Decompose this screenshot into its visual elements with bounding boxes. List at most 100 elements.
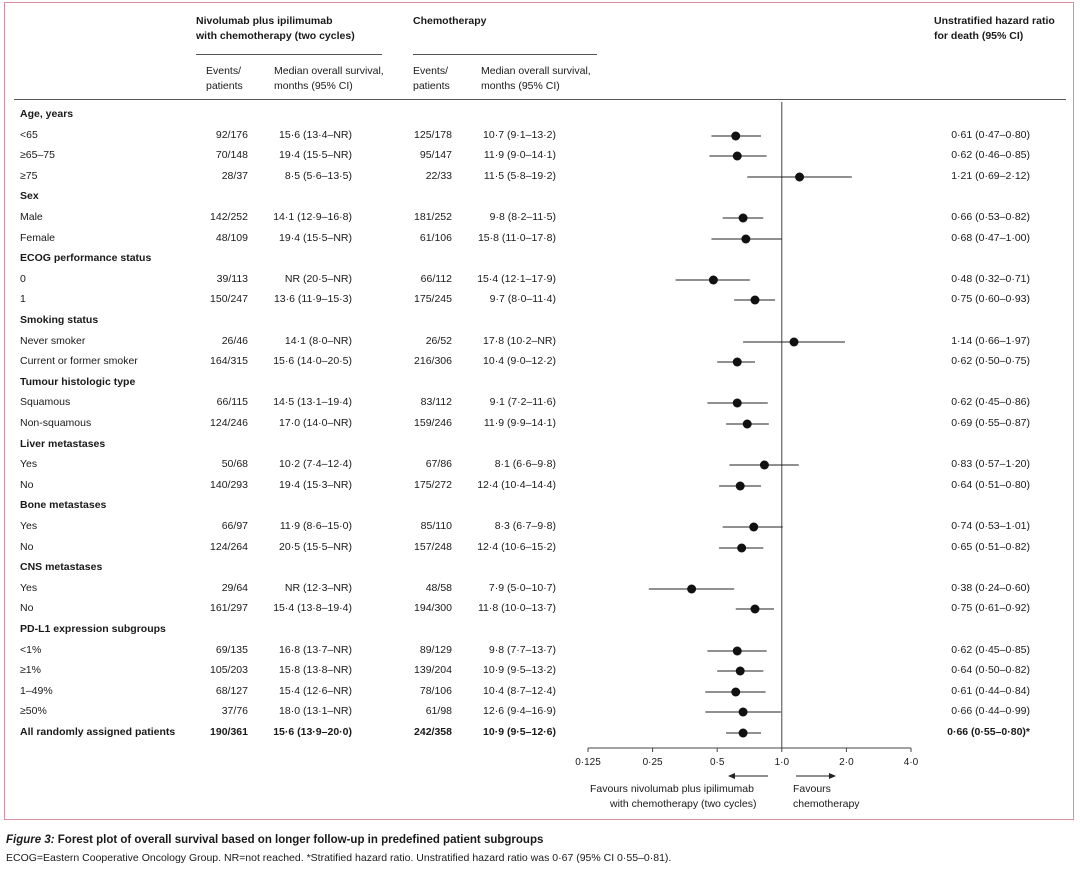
subgroup-label: No [20, 541, 34, 553]
events-nivo-ipi: 69/135 [215, 644, 248, 656]
events-nivo-ipi: 161/297 [210, 602, 248, 614]
median-os-nivo-ipi: 16·8 (13·7–NR) [279, 644, 352, 656]
events-nivo-ipi: 105/203 [210, 664, 248, 676]
median-os-nivo-ipi: 15·6 (13·9–20·0) [273, 726, 352, 738]
events-chemo: 78/106 [419, 685, 452, 697]
median-os-chemo: 9·8 (8·2–11·5) [489, 211, 556, 223]
median-os-nivo-ipi: 10·2 (7·4–12·4) [279, 458, 352, 470]
median-os-nivo-ipi: 17·0 (14·0–NR) [279, 417, 352, 429]
subgroup-label: 1 [20, 293, 26, 305]
events-nivo-ipi: 37/76 [221, 705, 248, 717]
median-os-chemo: 11·9 (9·0–14·1) [483, 149, 556, 161]
events-nivo-ipi: 28/37 [221, 170, 248, 182]
events-nivo-ipi: 92/176 [215, 129, 248, 141]
median-os-nivo-ipi: 14·1 (12·9–16·8) [273, 211, 352, 223]
hazard-ratio-text: 1·14 (0·66–1·97) [951, 335, 1030, 347]
median-os-nivo-ipi: 14·1 (8·0–NR) [284, 335, 352, 347]
median-os-nivo-ipi: 13·6 (11·9–15·3) [273, 293, 352, 305]
hazard-ratio-text: 0·62 (0·46–0·85) [951, 149, 1030, 161]
median-header-1: Median overall survival, [274, 65, 384, 77]
header-rule [14, 99, 1066, 100]
figure-footnote: ECOG=Eastern Cooperative Oncology Group.… [6, 852, 672, 864]
median-os-nivo-ipi: 14·5 (13·1–19·4) [273, 396, 352, 408]
events-nivo-ipi: 142/252 [210, 211, 248, 223]
events-chemo: 157/248 [414, 541, 452, 553]
hazard-ratio-text: 0·66 (0·53–0·82) [951, 211, 1030, 223]
group2-underline [413, 54, 597, 55]
events-chemo: 194/300 [414, 602, 452, 614]
subgroup-label: ≥75 [20, 170, 38, 182]
median-os-chemo: 10·7 (9·1–13·2) [483, 129, 556, 141]
subgroup-label: Never smoker [20, 335, 86, 347]
median-os-nivo-ipi: 15·6 (13·4–NR) [279, 129, 352, 141]
events-nivo-ipi: 26/46 [221, 335, 248, 347]
events-chemo: 159/246 [414, 417, 452, 429]
events-nivo-ipi: 48/109 [215, 232, 248, 244]
hr-header-line2: for death (95% CI) [934, 30, 1024, 42]
subgroup-label: 0 [20, 273, 26, 285]
events-nivo-ipi: 124/264 [210, 541, 248, 553]
median-os-chemo: 12·4 (10·4–14·4) [477, 479, 556, 491]
subgroup-label: ≥50% [20, 705, 47, 717]
subgroup-label: All randomly assigned patients [20, 726, 176, 738]
median-os-chemo: 11·8 (10·0–13·7) [477, 602, 556, 614]
favour-left-label-line2: with chemotherapy (two cycles) [610, 798, 757, 810]
figure-caption: Figure 3: Forest plot of overall surviva… [6, 834, 543, 846]
median-os-nivo-ipi: NR (12·3–NR) [284, 582, 352, 594]
median-os-chemo: 9·1 (7·2–11·6) [489, 396, 556, 408]
events-nivo-ipi: 50/68 [221, 458, 248, 470]
subgroup-label: ≥1% [20, 664, 41, 676]
subgroup-category: Liver metastases [20, 438, 106, 450]
subgroup-category: CNS metastases [20, 561, 103, 573]
median-os-nivo-ipi: 15·6 (14·0–20·5) [273, 355, 352, 367]
median-os-nivo-ipi: 19·4 (15·5–NR) [279, 232, 352, 244]
subgroup-label: <65 [20, 129, 38, 141]
subgroup-label: <1% [20, 644, 42, 656]
median-os-nivo-ipi: 20·5 (15·5–NR) [279, 541, 352, 553]
events-chemo: 175/272 [414, 479, 452, 491]
hazard-ratio-text: 0·62 (0·45–0·85) [951, 644, 1030, 656]
hazard-ratio-text: 0·64 (0·50–0·82) [951, 664, 1030, 676]
events-chemo: 22/33 [425, 170, 452, 182]
subgroup-category: Sex [20, 190, 39, 202]
favour-right-label-line2: chemotherapy [793, 798, 860, 810]
median-os-nivo-ipi: 18·0 (13·1–NR) [279, 705, 352, 717]
events-header-1-line2: patients [206, 80, 243, 92]
events-nivo-ipi: 190/361 [210, 726, 248, 738]
events-chemo: 67/86 [425, 458, 452, 470]
events-chemo: 181/252 [414, 211, 452, 223]
subgroup-label: Male [20, 211, 43, 223]
subgroup-label: Yes [20, 458, 38, 470]
hazard-ratio-text: 0·74 (0·53–1·01) [951, 520, 1030, 532]
group1-header-line2: with chemotherapy (two cycles) [196, 30, 355, 42]
median-os-chemo: 11·9 (9·9–14·1) [483, 417, 556, 429]
favour-left-label: Favours nivolumab plus ipilimumab [590, 783, 754, 795]
events-chemo: 95/147 [419, 149, 452, 161]
median-os-nivo-ipi: 15·4 (12·6–NR) [279, 685, 352, 697]
events-nivo-ipi: 29/64 [221, 582, 248, 594]
events-chemo: 242/358 [414, 726, 452, 738]
subgroup-category: Bone metastases [20, 499, 107, 511]
hazard-ratio-text: 0·75 (0·61–0·92) [951, 602, 1030, 614]
events-chemo: 139/204 [414, 664, 452, 676]
figure-number: Figure 3: [6, 834, 55, 846]
hazard-ratio-text: 0·68 (0·47–1·00) [951, 232, 1030, 244]
median-header-1-line2: months (95% CI) [274, 80, 353, 92]
group1-header: Nivolumab plus ipilimumab [196, 15, 333, 27]
hazard-ratio-text: 0·61 (0·44–0·84) [951, 685, 1030, 697]
events-header-1: Events/ [206, 65, 242, 77]
events-chemo: 85/110 [420, 520, 452, 532]
median-header-2: Median overall survival, [481, 65, 591, 77]
figure-frame [4, 2, 1074, 820]
hazard-ratio-text: 0·83 (0·57–1·20) [951, 458, 1030, 470]
hazard-ratio-text: 0·66 (0·55–0·80)* [947, 726, 1030, 738]
figure-title: Forest plot of overall survival based on… [57, 834, 544, 846]
hazard-ratio-text: 0·48 (0·32–0·71) [951, 273, 1030, 285]
hazard-ratio-text: 0·62 (0·45–0·86) [951, 396, 1030, 408]
median-header-2-line2: months (95% CI) [481, 80, 560, 92]
median-os-chemo: 8·3 (6·7–9·8) [494, 520, 556, 532]
hazard-ratio-text: 0·75 (0·60–0·93) [951, 293, 1030, 305]
median-os-nivo-ipi: 15·8 (13·8–NR) [279, 664, 352, 676]
subgroup-label: Squamous [20, 396, 71, 408]
subgroup-label: Yes [20, 520, 38, 532]
